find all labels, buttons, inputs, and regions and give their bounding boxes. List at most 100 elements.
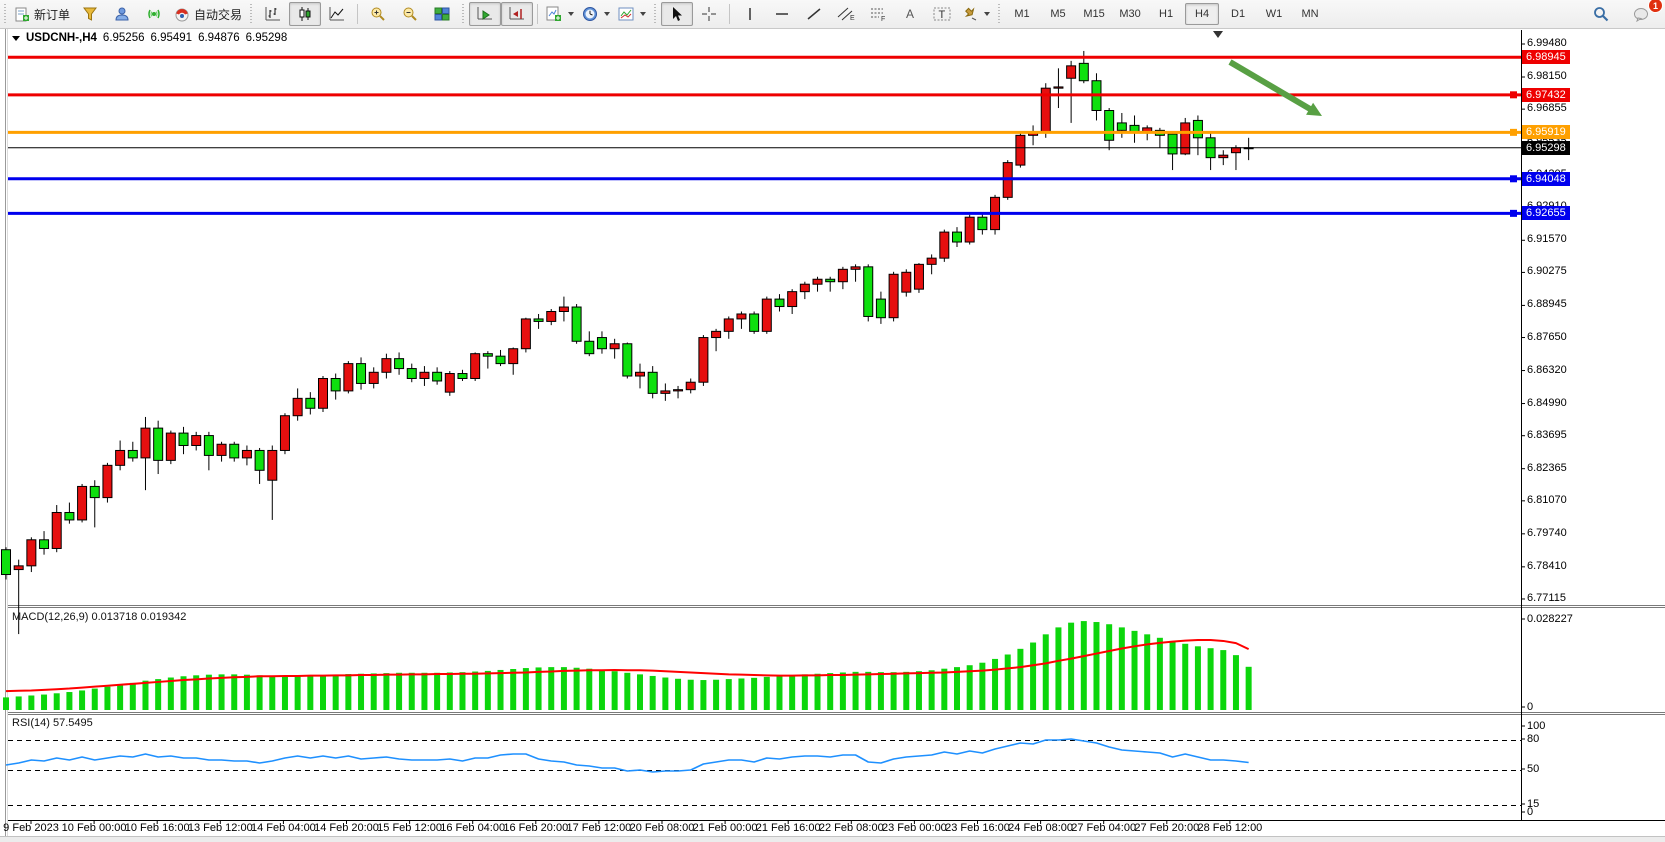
macd-bar: [408, 672, 415, 710]
candlestick-chart-icon: [299, 7, 311, 21]
macd-bar: [1093, 622, 1100, 710]
chart-canvas[interactable]: [0, 28, 1665, 842]
macd-bar: [725, 679, 732, 710]
macd-bar: [839, 672, 846, 710]
signals-button[interactable]: [138, 2, 170, 26]
toolbar-grip[interactable]: [997, 4, 1003, 24]
svg-text:A: A: [906, 7, 914, 21]
macd-bar: [383, 673, 390, 710]
candle: [584, 340, 595, 355]
indicators-button[interactable]: [614, 2, 650, 26]
search-button[interactable]: [1585, 2, 1617, 26]
arrows-button[interactable]: [958, 2, 994, 26]
periods-button[interactable]: [578, 2, 614, 26]
bar-chart-button[interactable]: [257, 2, 289, 26]
macd-bar: [649, 675, 656, 710]
candle: [1078, 62, 1089, 82]
timeframe-button-D1[interactable]: D1: [1231, 8, 1246, 20]
macd-bar: [598, 669, 605, 710]
macd-bar: [865, 671, 872, 710]
macd-bar: [801, 674, 808, 710]
text-label-button[interactable]: T: [926, 2, 958, 26]
candle: [1192, 119, 1203, 139]
toolbar-grip[interactable]: [461, 4, 467, 24]
candlestick-chart-button[interactable]: [289, 2, 322, 26]
candle: [711, 330, 722, 339]
timeframe-button-H4[interactable]: H4: [1185, 3, 1220, 25]
timeframe-button-M30[interactable]: M30: [1119, 8, 1141, 20]
macd-bar: [231, 674, 238, 710]
horizontal-line-button[interactable]: [766, 2, 798, 26]
macd-bar: [1220, 650, 1227, 710]
candle: [837, 268, 848, 283]
market-watch-button[interactable]: [74, 2, 106, 26]
candle: [799, 283, 810, 293]
candle: [558, 306, 569, 312]
new-chart-button[interactable]: [542, 2, 578, 26]
candle: [77, 485, 88, 521]
macd-bar: [611, 671, 618, 710]
collapse-icon[interactable]: [12, 35, 20, 41]
toolbar-grip[interactable]: [3, 4, 8, 24]
trendline-icon: [807, 8, 821, 20]
dropdown-arrow-icon[interactable]: [984, 12, 991, 16]
macd-bar: [713, 679, 720, 710]
notifications-button[interactable]: 1: [1625, 0, 1663, 26]
vertical-line-button[interactable]: [734, 2, 766, 26]
macd-bar: [1156, 637, 1163, 710]
chart-shift-button[interactable]: [501, 2, 534, 26]
macd-bar: [129, 682, 136, 710]
timeframe-button-M15[interactable]: M15: [1083, 8, 1105, 20]
equidistant-channel-button[interactable]: E: [830, 2, 862, 26]
toolbar-grip[interactable]: [249, 4, 255, 24]
text-button[interactable]: A: [894, 2, 926, 26]
toolbar-separator: [729, 4, 731, 24]
chart-window[interactable]: USDCNH-,H4 6.95256 6.95491 6.94876 6.952…: [0, 28, 1665, 842]
ohlc-open: 6.95256: [102, 32, 145, 44]
macd-bar: [966, 665, 973, 710]
candle: [178, 432, 189, 446]
macd-bar: [903, 671, 910, 710]
toolbar-grip[interactable]: [653, 4, 659, 24]
cursor-button[interactable]: [661, 2, 694, 26]
new-order-button[interactable]: 新订单: [11, 2, 74, 26]
macd-bar: [1118, 627, 1125, 710]
macd-bar: [827, 673, 834, 710]
macd-bar: [1182, 643, 1189, 710]
accounts-button[interactable]: [106, 2, 138, 26]
candle: [698, 337, 709, 383]
dropdown-arrow-icon[interactable]: [568, 12, 575, 16]
candle: [749, 313, 760, 332]
candle: [533, 318, 544, 322]
macd-bar: [1169, 640, 1176, 710]
zoom-out-button[interactable]: [394, 2, 426, 26]
candle: [685, 381, 696, 391]
zoom-in-button[interactable]: [362, 2, 394, 26]
timeframe-button-W1[interactable]: W1: [1265, 8, 1283, 20]
funnel-icon: [83, 7, 98, 21]
macd-bar: [91, 688, 98, 710]
macd-bar: [814, 673, 821, 710]
timeframe-button-M5[interactable]: M5: [1050, 8, 1066, 20]
timeframe-button-H1[interactable]: H1: [1159, 8, 1174, 20]
svg-text:T: T: [939, 9, 946, 21]
autotrading-button[interactable]: 自动交易: [170, 2, 246, 26]
tile-windows-button[interactable]: [426, 2, 458, 26]
fibonacci-button[interactable]: F: [862, 2, 894, 26]
text-icon: A: [906, 7, 914, 21]
candle: [89, 485, 100, 499]
dropdown-arrow-icon[interactable]: [640, 12, 647, 16]
macd-bar: [1144, 634, 1151, 710]
line-chart-button[interactable]: [321, 2, 353, 26]
ohlc-high: 6.95491: [150, 32, 193, 44]
macd-bar: [421, 672, 428, 710]
candle: [825, 278, 836, 283]
timeframe-button-MN[interactable]: MN: [1301, 8, 1319, 20]
timeframe-button-M1[interactable]: M1: [1014, 8, 1030, 20]
crosshair-button[interactable]: [693, 2, 725, 26]
auto-scroll-button[interactable]: [469, 2, 502, 26]
macd-bar: [218, 674, 225, 710]
window-bottom-edge: [0, 836, 1665, 842]
dropdown-arrow-icon[interactable]: [604, 12, 611, 16]
trendline-button[interactable]: [798, 2, 830, 26]
